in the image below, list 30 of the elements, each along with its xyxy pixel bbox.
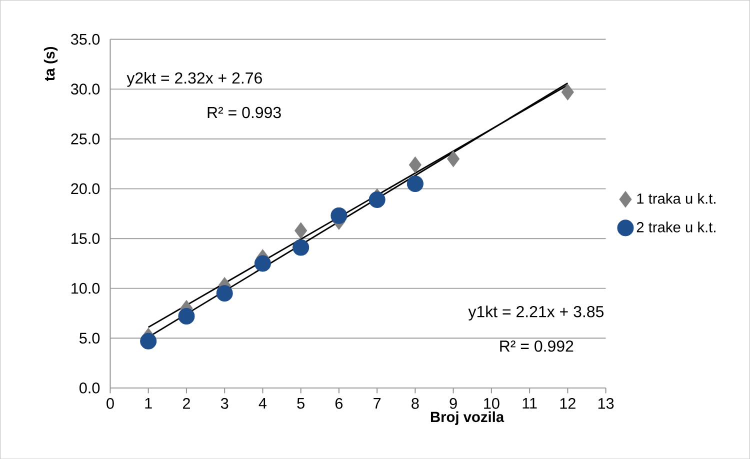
x-tick-label: 8 <box>412 398 419 409</box>
x-axis-title: Broj vozila <box>430 411 504 425</box>
x-tick-label: 6 <box>335 398 343 409</box>
annotation: R² = 0.993 <box>208 106 281 118</box>
y-tick-label: 15.0 <box>72 232 100 244</box>
annotation: y1kt = 2.21x + 3.85 <box>468 305 604 320</box>
y-tick-label: 35.0 <box>70 34 100 45</box>
x-tick-label: 11 <box>522 398 537 408</box>
x-tick-label: 0 <box>106 398 114 409</box>
x-tick-label: 7 <box>374 398 381 408</box>
y-tick-label: 0.0 <box>80 382 100 394</box>
x-tick-label: 2 <box>182 398 190 409</box>
x-tick-label: 3 <box>220 398 228 409</box>
y-tick-label: 20.0 <box>71 183 100 194</box>
x-tick-label: 1 <box>145 398 152 408</box>
y-axis-title: ta (s) <box>44 46 58 81</box>
y-tick-label: 10.0 <box>72 282 100 294</box>
annotation: y2kt = 2.32x + 2.76 <box>126 72 262 87</box>
x-tick-label: 12 <box>560 398 576 409</box>
y-tick-label: 30.0 <box>70 84 100 94</box>
legend-label: 1 traka u k.t. <box>637 192 716 204</box>
legend-label: 2 trake u k.t. <box>636 222 716 232</box>
x-tick-label: 5 <box>297 398 304 409</box>
annotation: R² = 0.992 <box>500 340 574 352</box>
x-tick-label: 10 <box>484 398 500 409</box>
y-tick-label: 25.0 <box>71 133 100 144</box>
x-tick-label: 13 <box>598 398 614 409</box>
x-tick-label: 4 <box>258 398 267 408</box>
y-tick-label: 5.0 <box>80 332 100 344</box>
x-tick-label: 9 <box>450 398 457 409</box>
